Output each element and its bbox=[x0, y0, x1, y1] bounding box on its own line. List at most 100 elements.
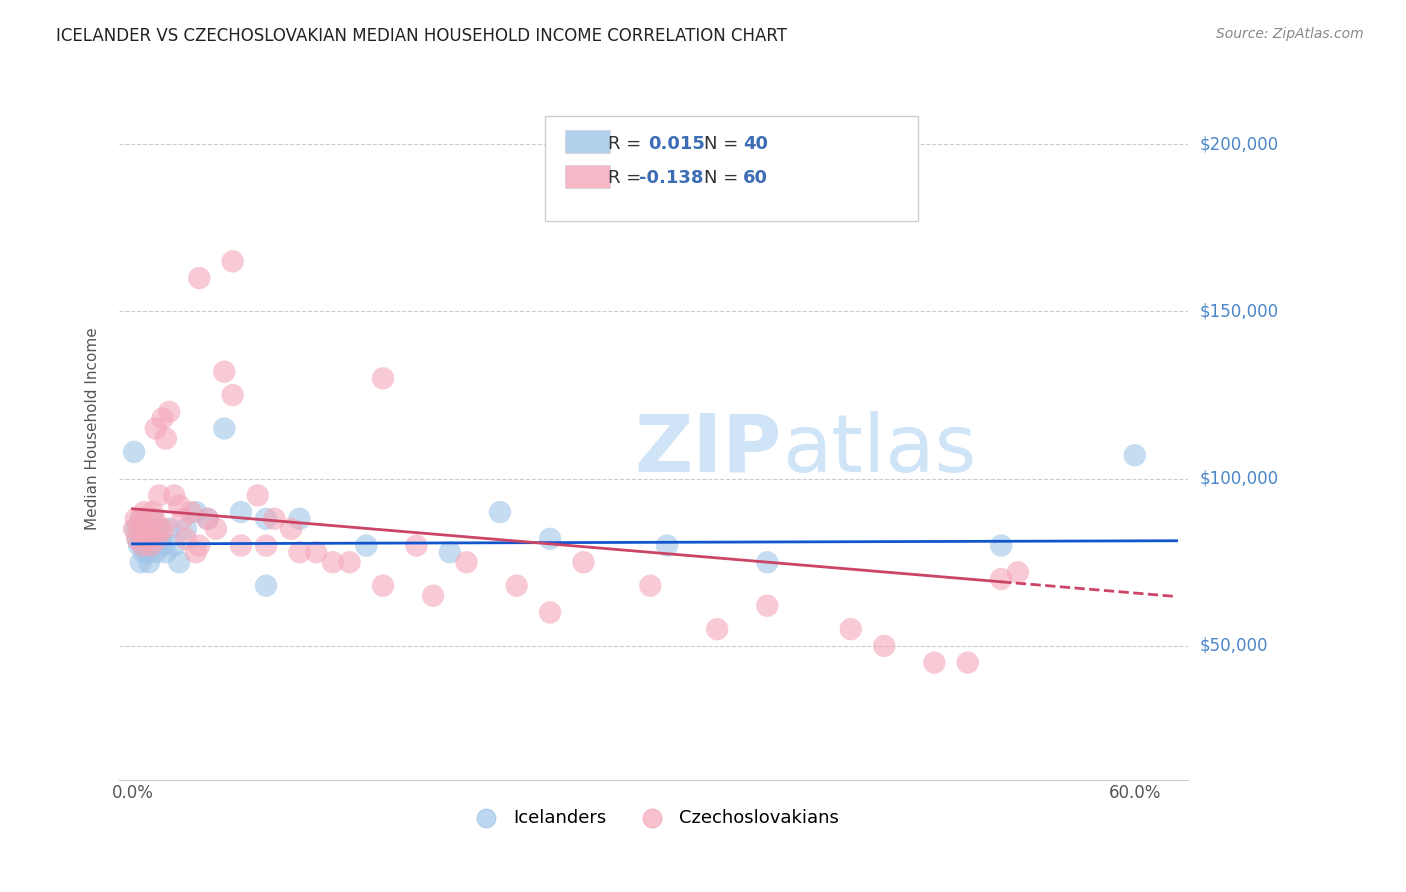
Point bbox=[371, 371, 394, 385]
Point bbox=[572, 555, 595, 569]
Point bbox=[125, 522, 148, 536]
Point bbox=[132, 522, 155, 536]
Point bbox=[136, 522, 159, 536]
Point bbox=[141, 505, 163, 519]
Point bbox=[132, 505, 155, 519]
Point bbox=[205, 522, 228, 536]
Point bbox=[505, 579, 527, 593]
Point bbox=[122, 445, 145, 459]
Point bbox=[163, 539, 186, 553]
Point bbox=[839, 622, 862, 636]
Point bbox=[229, 505, 252, 519]
Point bbox=[157, 405, 180, 419]
Point bbox=[1123, 448, 1146, 462]
Point bbox=[122, 522, 145, 536]
Text: $150,000: $150,000 bbox=[1199, 302, 1278, 320]
Point bbox=[184, 505, 207, 519]
Point bbox=[322, 555, 344, 569]
Point bbox=[127, 532, 149, 546]
Point bbox=[263, 512, 285, 526]
Point bbox=[143, 532, 166, 546]
Text: ICELANDER VS CZECHOSLOVAKIAN MEDIAN HOUSEHOLD INCOME CORRELATION CHART: ICELANDER VS CZECHOSLOVAKIAN MEDIAN HOUS… bbox=[56, 27, 787, 45]
Point bbox=[990, 572, 1012, 586]
Text: -0.138: -0.138 bbox=[640, 169, 704, 187]
Point bbox=[129, 512, 152, 526]
Point bbox=[152, 539, 174, 553]
Point bbox=[288, 512, 311, 526]
Point bbox=[132, 545, 155, 559]
Point bbox=[254, 539, 277, 553]
Point bbox=[756, 555, 779, 569]
Y-axis label: Median Household Income: Median Household Income bbox=[86, 327, 100, 530]
Legend: Icelanders, Czechoslovakians: Icelanders, Czechoslovakians bbox=[461, 801, 846, 834]
Point bbox=[188, 271, 211, 285]
Point bbox=[280, 522, 302, 536]
Point bbox=[172, 512, 194, 526]
Point bbox=[873, 639, 896, 653]
Text: R =: R = bbox=[609, 169, 647, 187]
Point bbox=[146, 532, 169, 546]
Point bbox=[127, 532, 149, 546]
Point bbox=[489, 505, 512, 519]
Point bbox=[246, 488, 269, 502]
Point bbox=[138, 555, 160, 569]
Point bbox=[254, 579, 277, 593]
Point bbox=[706, 622, 728, 636]
Point bbox=[1007, 566, 1029, 580]
Text: $100,000: $100,000 bbox=[1199, 470, 1278, 488]
Point bbox=[129, 512, 152, 526]
Point bbox=[128, 539, 150, 553]
Point bbox=[136, 545, 159, 559]
Point bbox=[139, 539, 162, 553]
Text: 40: 40 bbox=[744, 135, 768, 153]
Point bbox=[145, 545, 167, 559]
Point bbox=[153, 522, 176, 536]
Point bbox=[214, 365, 236, 379]
Point bbox=[145, 421, 167, 435]
Point bbox=[131, 532, 153, 546]
Point bbox=[149, 522, 172, 536]
Point bbox=[538, 606, 561, 620]
Point bbox=[155, 432, 177, 446]
Text: N =: N = bbox=[704, 135, 744, 153]
Point bbox=[146, 522, 169, 536]
Point bbox=[221, 388, 243, 402]
Point bbox=[924, 656, 946, 670]
Point bbox=[138, 532, 160, 546]
Point bbox=[135, 532, 157, 546]
Point bbox=[131, 539, 153, 553]
Point bbox=[152, 411, 174, 425]
Point bbox=[148, 488, 170, 502]
Text: ZIP: ZIP bbox=[634, 410, 782, 489]
Point bbox=[356, 539, 378, 553]
Point bbox=[138, 522, 160, 536]
Point bbox=[288, 545, 311, 559]
Text: 0.015: 0.015 bbox=[648, 135, 704, 153]
Point bbox=[197, 512, 219, 526]
Point bbox=[756, 599, 779, 613]
Point bbox=[174, 532, 197, 546]
Point bbox=[155, 545, 177, 559]
Point bbox=[139, 539, 162, 553]
Point bbox=[956, 656, 979, 670]
Point bbox=[157, 522, 180, 536]
Point bbox=[422, 589, 444, 603]
Text: N =: N = bbox=[704, 169, 744, 187]
Point bbox=[180, 505, 202, 519]
Point bbox=[221, 254, 243, 268]
Point bbox=[229, 539, 252, 553]
Text: $50,000: $50,000 bbox=[1199, 637, 1268, 655]
Text: $200,000: $200,000 bbox=[1199, 136, 1278, 153]
Point bbox=[148, 532, 170, 546]
Point bbox=[129, 555, 152, 569]
Point bbox=[197, 512, 219, 526]
Point bbox=[135, 539, 157, 553]
Point bbox=[538, 532, 561, 546]
Text: 60: 60 bbox=[744, 169, 768, 187]
Point bbox=[141, 512, 163, 526]
Point bbox=[174, 522, 197, 536]
Point bbox=[439, 545, 461, 559]
Point bbox=[990, 539, 1012, 553]
Point bbox=[456, 555, 478, 569]
Point bbox=[184, 545, 207, 559]
